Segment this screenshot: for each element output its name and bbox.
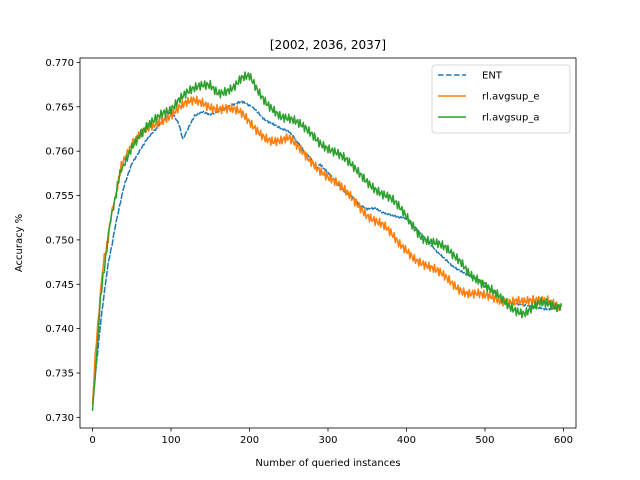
y-axis-ticks: 0.730 0.735 0.740 0.745 0.750 0.755 0.760 0.765…: [45, 58, 80, 424]
x-tick-label: 500: [475, 435, 494, 446]
x-axis-ticks: 0 100 200 300 400 500 600: [89, 428, 573, 446]
series-line-rl-avgsup-e: [93, 96, 562, 404]
x-tick-label: 600: [554, 435, 573, 446]
y-tick-label: 0.760: [45, 147, 74, 158]
y-axis-label: Accuracy %: [14, 214, 25, 272]
x-axis-label: Number of queried instances: [255, 458, 400, 469]
y-tick-label: 0.770: [45, 58, 74, 69]
y-tick-label: 0.745: [45, 280, 74, 291]
legend-label: ENT: [482, 71, 503, 82]
x-tick-label: 400: [397, 435, 416, 446]
x-tick-label: 200: [240, 435, 259, 446]
y-tick-label: 0.755: [45, 191, 74, 202]
x-tick-label: 300: [318, 435, 337, 446]
x-tick-label: 100: [161, 435, 180, 446]
legend: ENT rl.avgsup_e rl.avgsup_a: [432, 65, 570, 133]
legend-label: rl.avgsup_e: [482, 92, 540, 103]
x-tick-label: 0: [89, 435, 95, 446]
y-tick-label: 0.730: [45, 413, 74, 424]
y-tick-label: 0.740: [45, 324, 74, 335]
legend-label: rl.avgsup_a: [482, 113, 540, 124]
y-tick-label: 0.765: [45, 102, 74, 113]
chart-title: [2002, 2036, 2037]: [270, 38, 386, 52]
y-tick-label: 0.750: [45, 235, 74, 246]
y-tick-label: 0.735: [45, 368, 74, 379]
